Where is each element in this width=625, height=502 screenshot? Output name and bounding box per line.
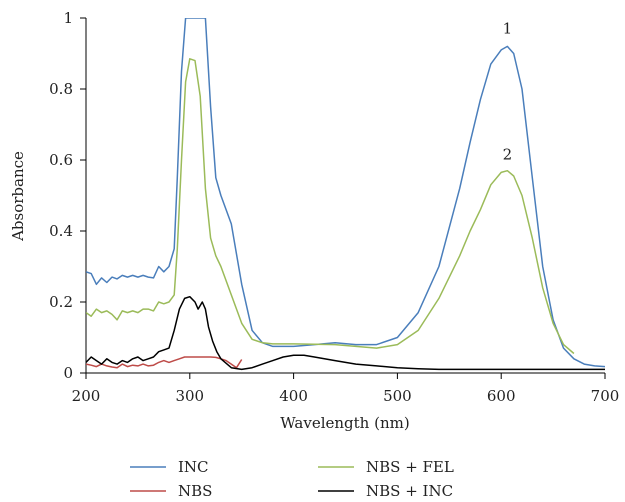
x-axis-ticks: 200 300 400 500 600 700 bbox=[72, 373, 620, 405]
y-tick-label: 0.8 bbox=[49, 80, 73, 98]
series-line-nbs-inc bbox=[86, 295, 605, 371]
y-axis-title: Absorbance bbox=[9, 151, 27, 242]
x-tick-label: 200 bbox=[72, 387, 101, 405]
x-tick-label: 700 bbox=[591, 387, 620, 405]
annotation-layer: 12 bbox=[503, 20, 513, 164]
series-line-inc bbox=[86, 18, 605, 368]
x-tick-label: 300 bbox=[175, 387, 204, 405]
y-tick-label: 0 bbox=[63, 364, 73, 382]
y-tick-label: 0.2 bbox=[49, 293, 73, 311]
x-axis-title: Wavelength (nm) bbox=[280, 414, 409, 432]
x-tick-label: 600 bbox=[487, 387, 516, 405]
x-tick-label: 500 bbox=[383, 387, 412, 405]
y-tick-label: 0.6 bbox=[49, 151, 73, 169]
series-line-nbs bbox=[86, 356, 243, 369]
legend-label-nbs: NBS bbox=[178, 482, 212, 500]
legend-label-nbs-fel: NBS + FEL bbox=[366, 458, 454, 476]
y-tick-label: 1 bbox=[63, 9, 73, 27]
series-layer bbox=[86, 18, 605, 371]
peak-label-1: 1 bbox=[503, 20, 513, 38]
chart-legend: INC NBS NBS + FEL NBS + INC bbox=[130, 458, 454, 500]
series-line-nbs-fel bbox=[86, 58, 575, 355]
legend-label-inc: INC bbox=[178, 458, 209, 476]
y-axis-ticks: 0 0.2 0.4 0.6 0.8 1 bbox=[49, 9, 86, 382]
peak-label-2: 2 bbox=[503, 146, 513, 164]
legend-label-nbs-inc: NBS + INC bbox=[366, 482, 453, 500]
y-tick-label: 0.4 bbox=[49, 222, 73, 240]
x-tick-label: 400 bbox=[279, 387, 308, 405]
